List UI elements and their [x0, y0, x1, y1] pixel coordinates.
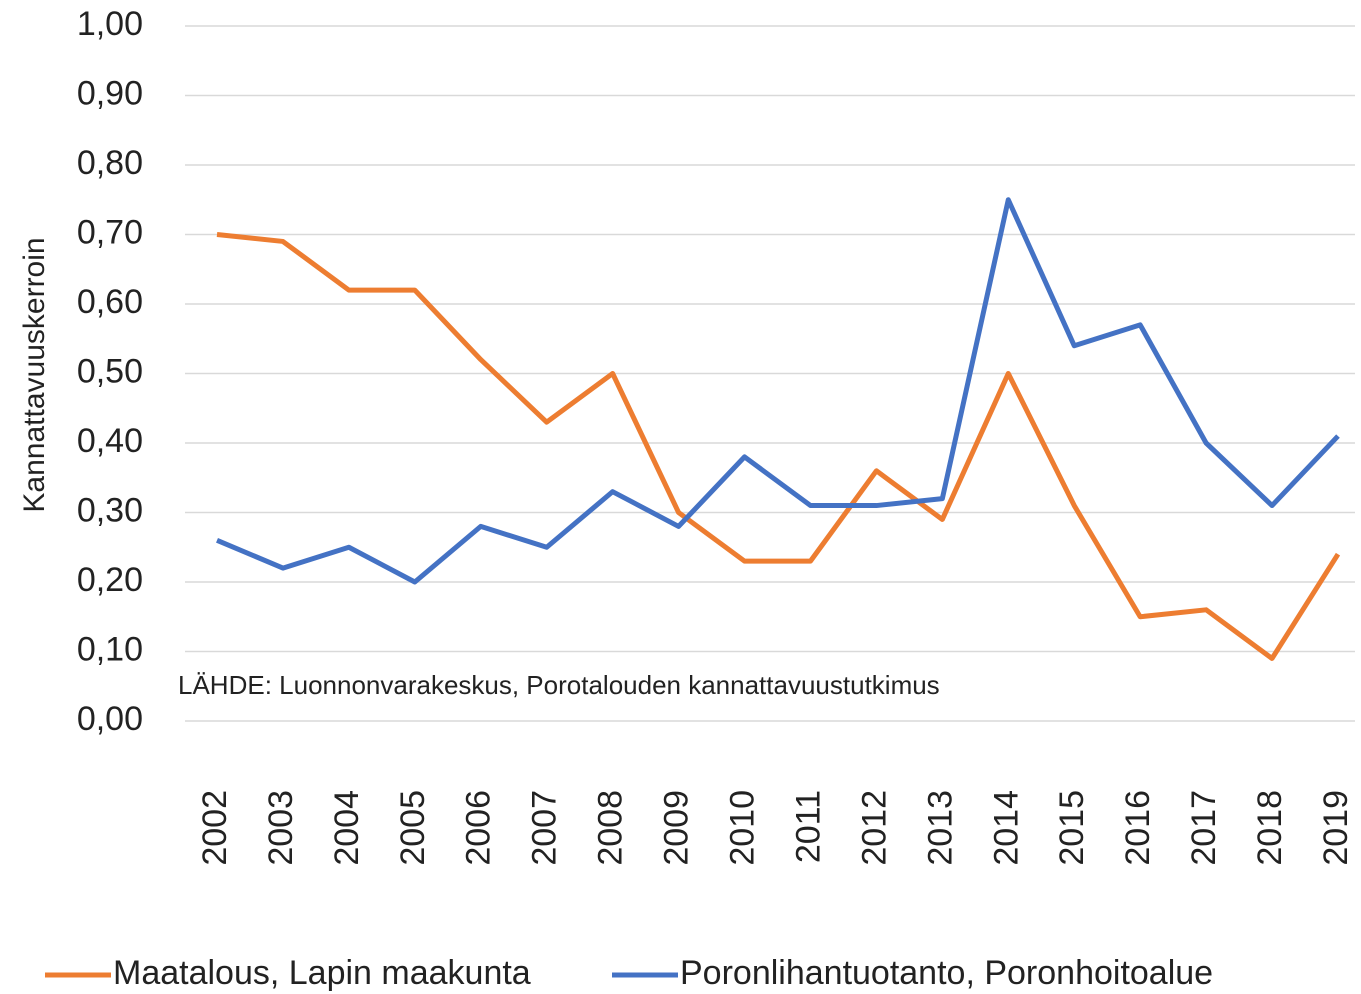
x-tick-label: 2002	[196, 790, 234, 866]
x-tick-label: 2015	[1053, 790, 1091, 866]
x-tick-label: 2011	[789, 790, 827, 863]
y-tick-label: 0,60	[77, 283, 143, 321]
x-tick-label: 2007	[526, 790, 564, 866]
y-tick-label: 0,30	[77, 491, 143, 529]
y-tick-label: 0,50	[77, 352, 143, 390]
y-tick-label: 0,10	[77, 630, 143, 668]
y-tick-label: 0,90	[77, 74, 143, 112]
x-tick-label: 2012	[855, 790, 893, 866]
x-tick-label: 2006	[460, 790, 498, 866]
x-tick-label: 2018	[1251, 790, 1289, 866]
x-tick-label: 2014	[987, 790, 1025, 866]
x-tick-label: 2008	[592, 790, 630, 866]
y-tick-label: 0,00	[77, 700, 143, 738]
x-tick-label: 2016	[1119, 790, 1157, 866]
y-tick-label: 0,80	[77, 144, 143, 182]
y-tick-label: 0,20	[77, 561, 143, 599]
x-tick-label: 2003	[262, 790, 300, 866]
series-line	[216, 197, 1340, 585]
x-tick-label: 2013	[921, 790, 959, 866]
y-tick-label: 0,70	[77, 213, 143, 251]
x-tick-label: 2004	[328, 790, 366, 866]
series-line	[216, 232, 1341, 661]
x-tick-label: 2019	[1317, 790, 1355, 866]
y-tick-label: 1,00	[77, 5, 143, 43]
x-tick-label: 2009	[658, 790, 696, 866]
y-axis-label: Kannattavuuskerroin	[18, 237, 51, 512]
x-tick-label: 2017	[1185, 790, 1223, 866]
legend-label: Poronlihantuotanto, Poronhoitoalue	[680, 954, 1213, 992]
legend-label: Maatalous, Lapin maakunta	[113, 954, 531, 992]
y-tick-label: 0,40	[77, 422, 143, 460]
x-tick-label: 2005	[394, 790, 432, 866]
annotation: LÄHDE: Luonnonvarakeskus, Porotalouden k…	[178, 670, 940, 700]
x-tick-label: 2010	[724, 790, 762, 866]
